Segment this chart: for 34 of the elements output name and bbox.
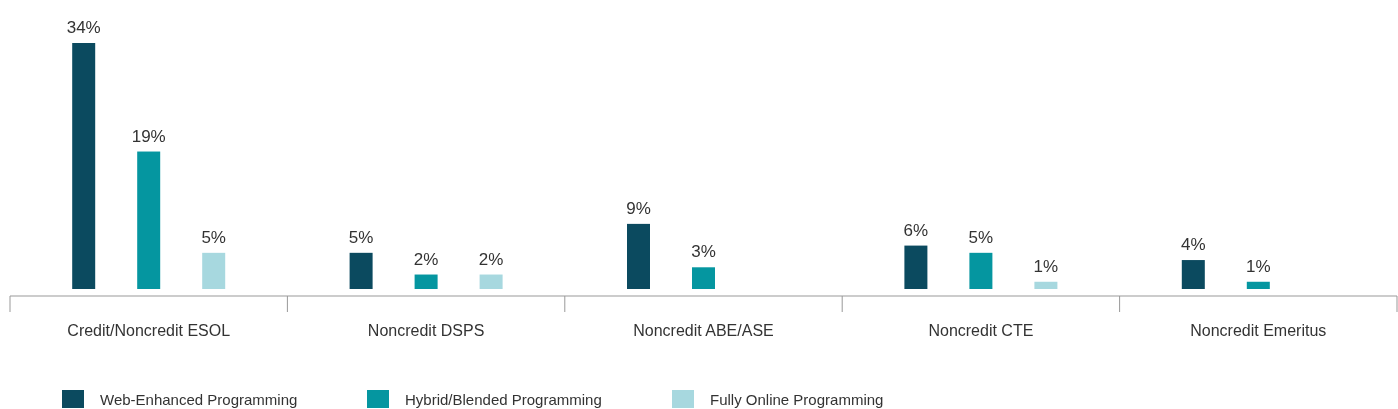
- data-label: 2%: [478, 249, 504, 269]
- x-tick-label: Noncredit DSPS: [367, 322, 485, 339]
- bar: [627, 223, 650, 289]
- x-tick-label: Noncredit Emeritus: [1190, 322, 1327, 339]
- legend-label: Web-Enhanced Programming: [100, 391, 298, 408]
- data-label: 19%: [131, 126, 166, 146]
- bar: [1181, 260, 1205, 289]
- data-label: 6%: [903, 220, 929, 240]
- bar: [479, 274, 503, 289]
- x-tick-label: Noncredit ABE/ASE: [633, 322, 774, 339]
- x-tick-label: Noncredit CTE: [928, 322, 1034, 339]
- data-label: 5%: [201, 227, 226, 247]
- bar: [349, 252, 373, 289]
- data-label: 3%: [691, 242, 716, 262]
- bar: [202, 252, 226, 289]
- data-label: 9%: [626, 198, 651, 218]
- bar: [1034, 281, 1058, 289]
- bar: [414, 274, 438, 289]
- data-label: 2%: [413, 249, 439, 269]
- bar: [904, 245, 928, 289]
- data-label: 4%: [1181, 235, 1206, 255]
- data-label: 34%: [66, 18, 101, 37]
- bar: [72, 43, 96, 289]
- data-label: 5%: [968, 227, 994, 247]
- bar: [692, 267, 715, 289]
- data-label: 1%: [1246, 256, 1271, 276]
- bar: [1246, 281, 1270, 289]
- bar: [137, 151, 161, 289]
- bar: [969, 252, 993, 289]
- x-tick-label: Credit/Noncredit ESOL: [67, 322, 231, 339]
- data-label: 1%: [1033, 256, 1059, 276]
- data-label: 5%: [348, 227, 374, 247]
- legend-label: Hybrid/Blended Programming: [405, 391, 602, 408]
- legend-label: Fully Online Programming: [710, 391, 884, 408]
